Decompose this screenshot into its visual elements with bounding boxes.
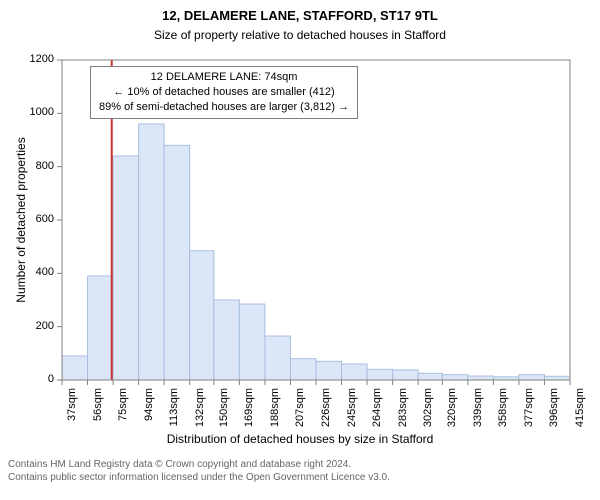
x-tick-label: 320sqm <box>446 388 458 438</box>
x-tick-label: 377sqm <box>523 388 535 438</box>
x-tick-label: 132sqm <box>194 388 206 438</box>
annotation-line-3: 89% of semi-detached houses are larger (… <box>99 100 349 115</box>
x-tick-label: 37sqm <box>66 388 78 438</box>
y-tick-label: 200 <box>14 320 54 332</box>
x-tick-label: 113sqm <box>168 388 180 438</box>
x-tick-label: 302sqm <box>422 388 434 438</box>
footer-attribution: Contains HM Land Registry data © Crown c… <box>8 458 390 484</box>
annotation-box: 12 DELAMERE LANE: 74sqm ← 10% of detache… <box>90 66 358 119</box>
y-tick-label: 600 <box>14 213 54 225</box>
x-tick-label: 188sqm <box>269 388 281 438</box>
y-tick-label: 1200 <box>14 53 54 65</box>
y-tick-label: 400 <box>14 266 54 278</box>
x-tick-label: 150sqm <box>218 388 230 438</box>
footer-line-1: Contains HM Land Registry data © Crown c… <box>8 458 390 471</box>
x-tick-label: 245sqm <box>346 388 358 438</box>
y-tick-label: 800 <box>14 160 54 172</box>
x-tick-label: 207sqm <box>294 388 306 438</box>
x-tick-label: 415sqm <box>574 388 586 438</box>
x-tick-label: 169sqm <box>243 388 255 438</box>
histogram-chart: 12, DELAMERE LANE, STAFFORD, ST17 9TL Si… <box>0 0 600 500</box>
x-tick-label: 358sqm <box>497 388 509 438</box>
x-tick-label: 264sqm <box>371 388 383 438</box>
y-tick-label: 0 <box>14 373 54 385</box>
x-tick-label: 283sqm <box>397 388 409 438</box>
annotation-line-1: 12 DELAMERE LANE: 74sqm <box>99 70 349 85</box>
x-tick-label: 56sqm <box>92 388 104 438</box>
x-tick-label: 94sqm <box>143 388 155 438</box>
annotation-line-2: ← 10% of detached houses are smaller (41… <box>99 85 349 100</box>
x-tick-label: 75sqm <box>117 388 129 438</box>
x-tick-label: 396sqm <box>548 388 560 438</box>
footer-line-2: Contains public sector information licen… <box>8 471 390 484</box>
x-tick-label: 226sqm <box>320 388 332 438</box>
x-tick-label: 339sqm <box>472 388 484 438</box>
y-tick-label: 1000 <box>14 106 54 118</box>
x-axis-label: Distribution of detached houses by size … <box>0 432 600 446</box>
